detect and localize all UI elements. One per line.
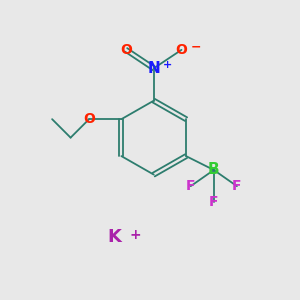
Text: N: N <box>147 61 160 76</box>
Text: B: B <box>208 163 220 178</box>
Text: O: O <box>83 112 95 126</box>
Text: F: F <box>232 179 242 193</box>
Text: O: O <box>120 43 132 57</box>
Text: +: + <box>163 60 172 70</box>
Text: F: F <box>209 195 219 209</box>
Text: O: O <box>176 43 188 57</box>
Text: +: + <box>130 228 141 242</box>
Text: K: K <box>107 228 122 246</box>
Text: F: F <box>186 179 196 193</box>
Text: −: − <box>191 40 201 54</box>
